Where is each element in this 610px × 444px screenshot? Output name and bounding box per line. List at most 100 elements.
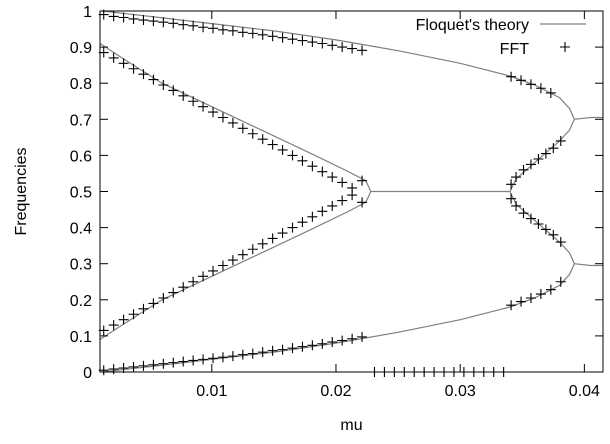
fft-point — [297, 217, 308, 228]
fft-point — [188, 20, 199, 31]
y-tick-label: 0.5 — [70, 185, 92, 202]
y-tick-label: 0.9 — [70, 40, 92, 57]
fft-point — [188, 276, 199, 287]
fft-point — [237, 123, 248, 134]
fft-point — [178, 356, 189, 367]
fft-point — [516, 296, 527, 307]
fft-point — [247, 128, 258, 139]
legend-label-fft: FFT — [500, 41, 530, 58]
fft-point — [267, 31, 278, 42]
fft-point — [327, 337, 338, 348]
fft-point — [516, 75, 527, 86]
y-tick-label: 0.7 — [70, 112, 92, 129]
fft-point — [257, 29, 268, 40]
fft-point — [148, 298, 159, 309]
fft-point — [307, 37, 318, 48]
fft-point — [208, 23, 219, 34]
legend-label-floquet: Floquet's theory — [416, 17, 529, 34]
fft-point — [525, 292, 536, 303]
fft-point — [247, 348, 258, 359]
fft-point — [227, 117, 238, 128]
floquet-curve — [99, 191, 372, 341]
fft-point — [506, 193, 517, 204]
floquet-curve — [574, 263, 603, 267]
fft-point — [158, 292, 169, 303]
fft-point — [128, 309, 139, 320]
fft-point — [327, 172, 338, 183]
fft-point — [247, 244, 258, 255]
fft-point — [188, 355, 199, 366]
fft-point — [545, 87, 556, 98]
fft-point — [267, 139, 278, 150]
fft-point — [327, 40, 338, 51]
fft-point — [560, 42, 570, 52]
fft-markers — [98, 9, 566, 377]
fft-point — [297, 155, 308, 166]
y-tick-label: 0.4 — [70, 221, 92, 238]
fft-point — [158, 80, 169, 91]
fft-point — [237, 349, 248, 360]
fft-point — [237, 249, 248, 260]
fft-point — [118, 58, 129, 69]
fft-point — [357, 331, 368, 342]
fft-point — [267, 233, 278, 244]
y-tick-label: 0.8 — [70, 76, 92, 93]
plot-frame — [99, 10, 604, 373]
fft-point — [548, 229, 559, 240]
fft-point — [158, 17, 169, 28]
fft-point — [138, 69, 149, 80]
fft-point — [178, 282, 189, 293]
y-tick-label: 1 — [83, 4, 92, 21]
fft-point — [535, 289, 546, 300]
fft-point — [128, 63, 139, 74]
fft-point — [506, 179, 517, 190]
fft-point — [347, 43, 358, 54]
fft-point — [227, 351, 238, 362]
fft-point — [188, 96, 199, 107]
fft-point — [108, 11, 119, 22]
fft-point — [540, 224, 551, 235]
x-tick-label: 0.01 — [196, 383, 227, 400]
fft-point — [198, 354, 209, 365]
fft-point — [108, 364, 119, 375]
fft-point — [257, 238, 268, 249]
fft-point — [297, 341, 308, 352]
x-tick-label: 0.04 — [569, 383, 600, 400]
fft-point — [118, 314, 129, 325]
fft-point — [138, 360, 149, 371]
fft-point — [287, 34, 298, 45]
fft-point — [118, 12, 129, 23]
fft-point — [267, 345, 278, 356]
fft-point — [555, 276, 566, 287]
fft-point — [217, 352, 228, 363]
fft-point — [540, 148, 551, 159]
fft-point — [535, 83, 546, 94]
fft-point — [118, 363, 129, 374]
fft-point — [138, 15, 149, 26]
fft-point — [168, 18, 179, 29]
fft-point — [198, 22, 209, 33]
fft-point — [506, 71, 517, 82]
fft-point — [525, 79, 536, 90]
y-tick-label: 0.1 — [70, 329, 92, 346]
y-tick-label: 0.6 — [70, 148, 92, 165]
fft-point — [555, 237, 566, 248]
fft-point — [337, 195, 348, 206]
fft-point — [277, 228, 288, 239]
fft-point — [168, 357, 179, 368]
fft-point — [178, 90, 189, 101]
fft-point — [518, 208, 529, 219]
fft-point — [357, 45, 368, 56]
y-ticks: 0 0.1 0.2 0.3 0.4 0.5 0.6 0.7 0.8 0.9 1 — [70, 4, 603, 382]
floquet-curve — [102, 10, 575, 120]
fft-point — [307, 340, 318, 351]
fft-point — [158, 358, 169, 369]
fft-point — [277, 344, 288, 355]
fft-point — [217, 260, 228, 271]
fft-point — [545, 284, 556, 295]
fft-point — [518, 164, 529, 175]
fft-point — [208, 353, 219, 364]
fft-point — [128, 13, 139, 24]
fft-point — [237, 27, 248, 38]
